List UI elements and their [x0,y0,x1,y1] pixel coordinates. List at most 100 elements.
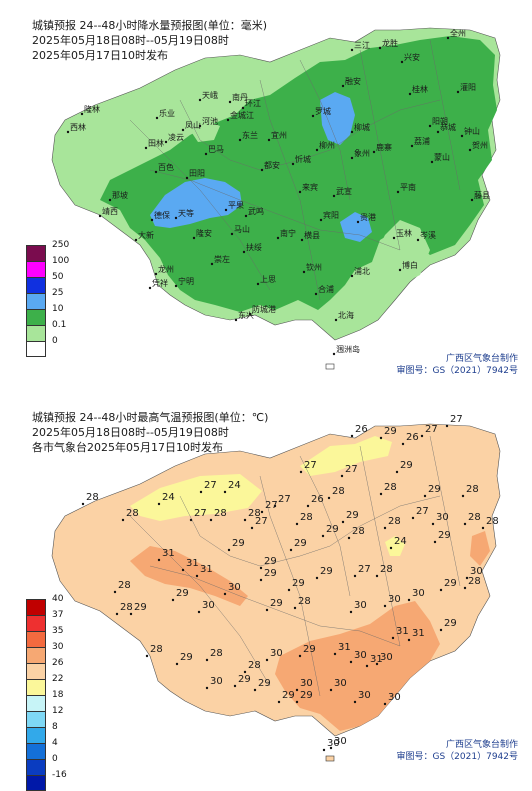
station-dot [375,662,379,666]
legend-value: 50 [52,272,64,282]
temp-value: 27 [345,464,358,475]
city-dot [460,134,464,138]
city-label: 横县 [304,230,320,240]
city-dot [260,168,264,172]
city-label: 凤山 [185,120,201,130]
city-label: 平果 [228,201,244,210]
temp-title: 城镇预报 24--48小时最高气温预报图(单位：℃) 2025年05月18日08… [32,410,268,455]
city-dot [350,156,354,160]
station-dot [445,424,449,428]
city-label: 融安 [345,76,361,86]
station-dot [253,688,257,692]
temp-value: 31 [412,628,425,639]
temp-value: 30 [334,736,347,747]
station-dot [295,700,299,704]
city-dot [311,114,315,118]
temp-value: 30 [412,588,425,599]
temp-value: 31 [370,654,383,665]
city-label: 浦北 [354,266,370,276]
city-label: 扶绥 [246,242,262,252]
temp-value: 30 [228,582,241,593]
temp-title-line-2: 2025年05月18日08时--05月19日08时 [32,426,229,439]
city-dot [276,236,280,240]
station-dot [199,490,203,494]
legend-value: 40 [52,594,64,604]
station-dot [383,702,387,706]
legend-swatch [26,695,46,711]
city-dot [248,312,252,316]
legend-value: 37 [52,610,64,620]
city-label: 那坡 [112,190,128,200]
city-dot [154,272,158,276]
station-dot [439,628,443,632]
city-label: 南丹 [232,92,248,102]
temp-value: 27 [194,508,207,519]
city-label: 田阳 [189,169,205,178]
city-label: 来宾 [302,182,318,192]
station-dot [433,540,437,544]
station-dot [277,700,281,704]
legend-value: 12 [52,706,64,716]
station-dot [189,518,193,522]
city-label: 南宁 [280,228,296,238]
city-label: 东兴 [238,310,254,320]
legend-value: 35 [52,626,64,636]
city-label: 贺州 [472,140,488,150]
legend-value: 250 [52,240,70,250]
temp-value: 29 [292,578,305,589]
city-dot [66,130,70,134]
station-dot [333,652,337,656]
temp-value: 28 [380,564,393,575]
temp-value: 28 [466,484,479,495]
station-dot [341,520,345,524]
temp-credit-line-2: 审图号：GS（2021）7942号 [396,752,519,762]
legend-swatch [26,679,46,695]
temp-legend-item: 22 [26,674,67,695]
temp-value: 30 [380,652,393,663]
city-dot [410,144,414,148]
temp-value: 28 [468,512,481,523]
legend-value: 10 [52,304,64,314]
county-boundaries [129,39,461,301]
city-label: 大新 [138,230,154,240]
city-dot [436,130,440,134]
temp-title-line-1: 城镇预报 24--48小时最高气温预报图(单位：℃) [32,411,269,424]
temp-value: 28 [298,596,311,607]
temp-value: 29 [300,690,313,701]
city-dot [144,146,148,150]
city-dot [228,100,232,104]
temp-value: 31 [396,626,409,637]
temp-value: 30 [327,738,340,749]
temp-value: 27 [425,424,438,435]
temp-legend-item: 40 [26,594,67,615]
station-dot [340,474,344,478]
city-label: 靖西 [102,206,118,216]
legend-swatch [26,615,46,631]
temp-value: 28 [248,660,261,671]
city-label: 宜州 [271,130,287,140]
temp-value: 27 [304,460,317,471]
city-dot [396,190,400,194]
legend-swatch [26,647,46,663]
temp-legend-item: 18 [26,690,67,711]
temp-value: 29 [326,524,339,535]
temp-value: 29 [346,510,359,521]
city-dot [430,160,434,164]
temp-value: 29 [303,644,316,655]
station-dot [121,518,125,522]
legend-swatch [26,261,46,277]
station-dot [299,470,303,474]
station-dot [379,492,383,496]
city-label: 灌阳 [460,82,476,92]
city-label: 博白 [402,260,418,270]
temp-value: 30 [202,600,215,611]
station-dot [260,510,264,514]
precip-legend-item: 50 [26,272,69,293]
temp-band-22-26-north [130,474,262,521]
city-label: 恭城 [440,123,456,132]
legend-swatch [26,663,46,679]
temp-value: 30 [270,648,283,659]
legend-value: 0 [52,754,58,764]
